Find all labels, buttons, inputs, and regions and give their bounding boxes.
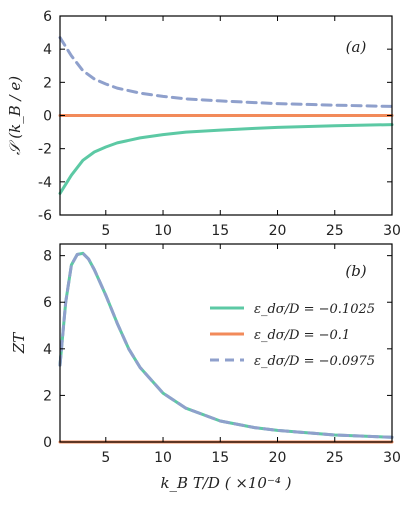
panel-a-label: (a) [346,38,367,56]
panel-a-series-2 [58,36,394,108]
panel-b-series-0 [58,251,394,439]
panel-b-ylabel: ZT [10,332,28,354]
panel-b-xtick-label: 15 [211,450,229,466]
panel-a-ytick-label: -4 [38,175,52,191]
panel-a-series-0 [58,123,394,195]
panel-b-xtick-label: 20 [269,450,287,466]
panel-a-xtick-label: 30 [383,223,401,239]
panel-a-ytick-label: -2 [38,142,52,158]
panel-a-xtick-label: 5 [101,223,110,239]
panel-a-xtick-label: 20 [269,223,287,239]
panel-b-ytick-label: 0 [43,435,52,451]
panel-a-ytick-label: 0 [43,109,52,125]
panel-a-ylabel: 𝒮 (k_B / e) [6,76,24,155]
panel-b-series-2 [58,251,394,439]
panel-a-ytick-label: 4 [43,42,52,58]
panel-b: 5 10 15 20 25 30 0 2 4 6 8 (b) ZT k_B T/D ( ×10⁻⁴ … [10,243,401,492]
panel-b-ytick-label: 6 [43,295,52,311]
panel-b-series [58,251,394,444]
panel-b-ytick-label: 4 [43,342,52,358]
legend-label-1: ε_dσ/D = −0.1 [254,328,350,343]
panel-a-xtick-label: 15 [211,223,229,239]
panel-a-ytick-label: -6 [38,208,52,224]
panel-b-xtick-label: 10 [154,450,172,466]
panel-b-ticks: 5 10 15 20 25 30 0 2 4 6 8 [43,244,401,466]
panel-a-frame [59,15,393,216]
panel-b-xtick-label: 5 [101,450,110,466]
panel-b-xtick-label: 30 [383,450,401,466]
panel-a-ytick-label: 2 [43,75,52,91]
panel-a-xtick-label: 25 [326,223,344,239]
panel-b-ytick-label: 8 [43,249,52,265]
panel-b-ytick-label: 2 [43,388,52,404]
legend-label-0: ε_dσ/D = −0.1025 [254,302,375,317]
panel-b-label: (b) [345,262,366,280]
panel-a-ytick-label: 6 [43,9,52,25]
panel-b-legend: ε_dσ/D = −0.1025 ε_dσ/D = −0.1 ε_dσ/D = −0… [210,302,375,369]
legend-label-2: ε_dσ/D = −0.0975 [254,354,375,369]
panel-a: 5 10 15 20 25 30 -6 -4 -2 0 2 4 6 (a) 𝒮 (k_B / e) [6,9,401,239]
panel-b-frame [59,243,393,443]
panel-a-xtick-label: 10 [154,223,172,239]
panel-a-series [58,36,394,195]
panel-b-xtick-label: 25 [326,450,344,466]
panel-b-xlabel: k_B T/D ( ×10⁻⁴ ) [160,474,291,492]
